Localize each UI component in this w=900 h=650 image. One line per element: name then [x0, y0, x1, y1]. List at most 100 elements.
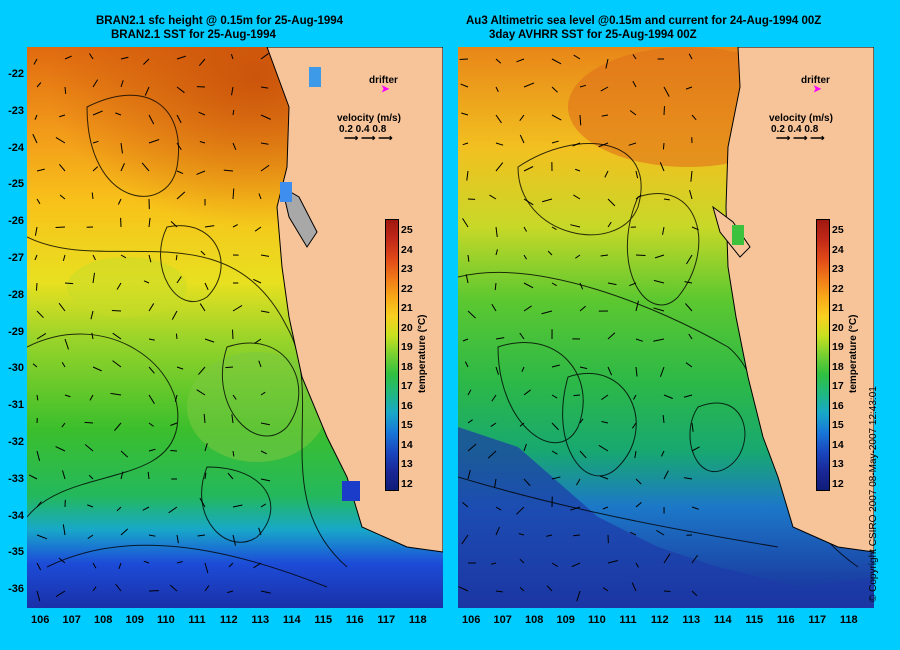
velocity-arrow [523, 254, 527, 260]
velocity-arrow [36, 394, 39, 401]
velocity-arrow [519, 558, 525, 564]
velocity-arrow [495, 58, 502, 64]
velocity-arrow [260, 310, 270, 314]
velocity-arrow [462, 501, 469, 508]
right-x-tick: 106 [462, 614, 481, 626]
right-x-tick: 108 [524, 614, 544, 626]
velocity-arrow [579, 84, 587, 88]
velocity-arrow [111, 309, 122, 312]
velocity-label-right: velocity (m/s) [769, 113, 833, 124]
velocity-arrow [691, 506, 699, 510]
velocity-arrow [461, 534, 469, 545]
velocity-arrow [635, 366, 638, 377]
velocity-arrow [602, 587, 609, 592]
velocity-arrow [691, 226, 699, 231]
velocity-arrow [575, 254, 581, 259]
colorbar-label: 24 [401, 243, 413, 256]
velocity-arrow [541, 310, 553, 315]
velocity-arrow [607, 198, 616, 207]
colorbar-label: 23 [832, 263, 844, 275]
velocity-arrow [464, 361, 469, 368]
velocity-arrow [654, 254, 665, 259]
velocity-arrow [634, 450, 637, 459]
velocity-arrow [36, 332, 47, 340]
right-x-tick: 111 [619, 614, 637, 626]
velocity-arrow [258, 360, 262, 368]
velocity-arrow [495, 162, 504, 172]
velocity-arrow [117, 198, 122, 205]
right-x-tick: 118 [839, 614, 858, 626]
velocity-arrow [55, 590, 66, 597]
velocity-arrow [607, 332, 616, 340]
velocity-arrow [551, 364, 560, 368]
colorbar-label: 21 [832, 302, 844, 314]
velocity-arrow [635, 338, 643, 342]
velocity-arrow [631, 422, 637, 429]
right-x-tick: 114 [713, 614, 732, 626]
y-tick: -29 [8, 325, 24, 338]
velocity-arrow [58, 302, 66, 312]
velocity-arrow [260, 391, 266, 396]
velocity-arrow [197, 534, 206, 537]
left-x-tick: 106 [31, 614, 50, 626]
velocity-arrow [148, 254, 152, 263]
velocity-arrow [460, 83, 469, 88]
left-x-tick: 114 [282, 614, 301, 626]
velocity-arrow [91, 332, 94, 340]
velocity-arrow [572, 142, 581, 147]
left-title-line2: BRAN2.1 SST for 25-Aug-1994 [111, 29, 276, 41]
velocity-arrow [683, 477, 693, 480]
colorbar-label: 20 [401, 321, 413, 334]
velocity-arrow [684, 281, 693, 284]
velocity-arrow [148, 422, 154, 427]
right-map-panel[interactable] [458, 47, 874, 608]
colorbar-label: 12 [401, 477, 413, 490]
velocity-arrow [523, 478, 531, 487]
velocity-arrow [120, 80, 124, 88]
velocity-arrow [144, 86, 150, 96]
velocity-arrow [607, 366, 613, 376]
velocity-arrow [691, 590, 698, 597]
velocity-arrow [92, 110, 103, 116]
velocity-arrow [198, 58, 206, 67]
colorbar-label: 25 [401, 224, 413, 236]
y-tick: -28 [8, 288, 24, 301]
velocity-arrow [601, 114, 609, 117]
velocity-arrow [523, 82, 535, 88]
velocity-arrow [685, 303, 693, 312]
left-x-tick: 108 [93, 614, 113, 626]
velocity-arrow [143, 280, 150, 284]
velocity-arrow [691, 554, 698, 564]
velocity-arrow [459, 58, 469, 61]
colorbar-label: 14 [832, 438, 844, 451]
velocity-arrow [116, 506, 122, 512]
left-x-tick: 110 [156, 614, 175, 626]
velocity-arrow [521, 366, 525, 372]
velocity-arrow [64, 282, 74, 285]
velocity-arrow [495, 590, 503, 593]
right-x-tick: 112 [650, 614, 669, 626]
velocity-arrow [90, 310, 94, 320]
y-tick: -33 [8, 472, 24, 485]
velocity-arrow [576, 590, 581, 602]
velocity-arrow [659, 162, 665, 172]
velocity-arrow [579, 418, 584, 424]
velocity-arrow [33, 58, 38, 65]
velocity-arrow [635, 502, 642, 508]
velocity-arrow [231, 86, 234, 96]
left-x-tick: 107 [62, 614, 81, 626]
velocity-arrow [466, 170, 469, 181]
velocity-arrow [260, 422, 270, 426]
velocity-arrow [36, 501, 42, 508]
right-land [725, 47, 874, 553]
velocity-arrow [36, 562, 42, 571]
colorbar-label: 18 [401, 360, 413, 373]
velocity-arrow [148, 448, 156, 452]
velocity-arrow [551, 140, 559, 144]
left-map-panel[interactable] [27, 47, 443, 608]
velocity-arrow [467, 469, 471, 480]
velocity-arrow [61, 361, 66, 368]
y-tick: -35 [8, 546, 24, 559]
velocity-arrow [36, 534, 48, 540]
colorbar-label: 22 [832, 282, 844, 295]
